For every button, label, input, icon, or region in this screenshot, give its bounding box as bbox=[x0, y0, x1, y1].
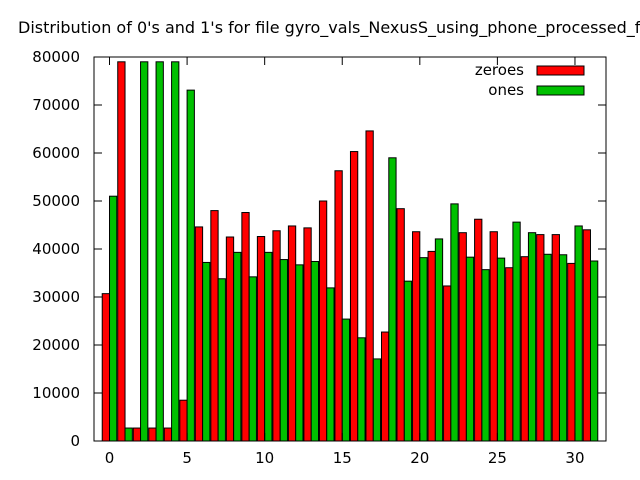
bar-zeroes-18 bbox=[380, 331, 390, 442]
bar-zeroes-7 bbox=[210, 210, 219, 442]
bar-ones-8 bbox=[233, 251, 242, 442]
bar-ones-9 bbox=[248, 276, 257, 442]
bar-ones-14 bbox=[326, 287, 335, 442]
legend-swatch-ones bbox=[536, 85, 585, 96]
bar-zeroes-20 bbox=[412, 231, 421, 442]
ticks-layer: 0 10000 20000 30000 40000 50000 60000 70000 8000… bbox=[32, 48, 606, 467]
bar-ones-17 bbox=[372, 358, 382, 442]
bar-ones-28 bbox=[543, 253, 552, 442]
bar-zeroes-13 bbox=[303, 227, 312, 442]
bar-zeroes-15 bbox=[334, 170, 343, 442]
bar-ones-23 bbox=[465, 256, 475, 442]
y-tick-label: 60000 bbox=[32, 144, 80, 162]
bar-ones-31 bbox=[589, 260, 599, 442]
bar-ones-15 bbox=[341, 318, 351, 442]
y-tick-label: 0 bbox=[70, 432, 80, 450]
y-tick-label: 40000 bbox=[32, 240, 80, 258]
bar-ones-1 bbox=[124, 427, 133, 442]
bar-zeroes-29 bbox=[551, 234, 560, 442]
x-tick-label: 5 bbox=[182, 449, 192, 467]
x-tick-label: 0 bbox=[105, 449, 115, 467]
bar-zeroes-0 bbox=[101, 293, 111, 442]
bar-ones-19 bbox=[403, 280, 413, 442]
bar-ones-22 bbox=[450, 203, 459, 442]
bar-ones-26 bbox=[512, 221, 521, 442]
y-tick-label: 10000 bbox=[32, 384, 80, 402]
y-tick-label: 80000 bbox=[32, 48, 80, 66]
y-tick-label: 70000 bbox=[32, 96, 80, 114]
bar-ones-11 bbox=[279, 259, 288, 442]
bar-ones-13 bbox=[310, 260, 320, 442]
legend-swatch-zeroes bbox=[536, 65, 585, 76]
bar-ones-18 bbox=[388, 157, 397, 442]
bar-ones-25 bbox=[496, 257, 506, 442]
bar-zeroes-6 bbox=[194, 226, 204, 442]
chart-title: Distribution of 0's and 1's for file gyr… bbox=[18, 18, 640, 37]
bar-zeroes-9 bbox=[241, 212, 250, 442]
bar-zeroes-25 bbox=[489, 231, 498, 442]
bar-zeroes-26 bbox=[505, 267, 514, 442]
bar-zeroes-10 bbox=[256, 236, 266, 442]
legend: zeroes ones bbox=[475, 61, 585, 99]
y-tick-label: 50000 bbox=[32, 192, 80, 210]
bar-ones-29 bbox=[558, 254, 568, 442]
bar-ones-4 bbox=[171, 61, 180, 442]
bar-zeroes-24 bbox=[474, 218, 483, 442]
bar-zeroes-3 bbox=[148, 427, 157, 442]
bar-ones-12 bbox=[295, 264, 304, 442]
bar-zeroes-30 bbox=[567, 262, 576, 442]
bar-ones-16 bbox=[357, 337, 366, 442]
bar-zeroes-21 bbox=[427, 250, 436, 442]
bar-ones-5 bbox=[186, 89, 195, 442]
bar-ones-30 bbox=[574, 225, 583, 442]
bar-zeroes-22 bbox=[443, 285, 452, 442]
bar-zeroes-1 bbox=[117, 61, 126, 442]
bar-zeroes-17 bbox=[365, 130, 374, 442]
bar-zeroes-12 bbox=[287, 225, 297, 442]
bar-ones-24 bbox=[481, 269, 490, 442]
bar-zeroes-23 bbox=[458, 232, 467, 442]
x-tick-label: 20 bbox=[410, 449, 429, 467]
bar-ones-10 bbox=[264, 251, 273, 442]
bar-ones-27 bbox=[527, 232, 537, 442]
bar-zeroes-19 bbox=[396, 208, 405, 442]
y-tick-label: 30000 bbox=[32, 288, 80, 306]
bars-layer bbox=[101, 61, 599, 442]
bar-zeroes-2 bbox=[132, 427, 142, 442]
bar-zeroes-31 bbox=[582, 229, 591, 442]
x-tick-label: 25 bbox=[488, 449, 507, 467]
bar-zeroes-11 bbox=[272, 230, 281, 442]
bar-zeroes-4 bbox=[163, 427, 173, 442]
bar-ones-3 bbox=[155, 61, 164, 442]
bar-zeroes-27 bbox=[520, 256, 529, 442]
legend-label-ones: ones bbox=[488, 81, 524, 99]
bar-zeroes-8 bbox=[225, 236, 235, 442]
legend-label-zeroes: zeroes bbox=[475, 61, 524, 79]
bar-ones-21 bbox=[434, 238, 444, 442]
bar-ones-7 bbox=[217, 278, 226, 442]
x-tick-label: 15 bbox=[333, 449, 352, 467]
bar-ones-20 bbox=[419, 257, 428, 442]
bar-zeroes-5 bbox=[179, 399, 188, 442]
bar-ones-2 bbox=[140, 61, 149, 442]
bar-ones-6 bbox=[202, 261, 211, 442]
x-tick-label: 30 bbox=[565, 449, 584, 467]
bar-zeroes-28 bbox=[536, 234, 545, 442]
bar-ones-0 bbox=[109, 195, 118, 442]
x-tick-label: 10 bbox=[255, 449, 274, 467]
y-tick-label: 20000 bbox=[32, 336, 80, 354]
bar-zeroes-16 bbox=[349, 151, 359, 442]
bar-zeroes-14 bbox=[318, 200, 328, 442]
